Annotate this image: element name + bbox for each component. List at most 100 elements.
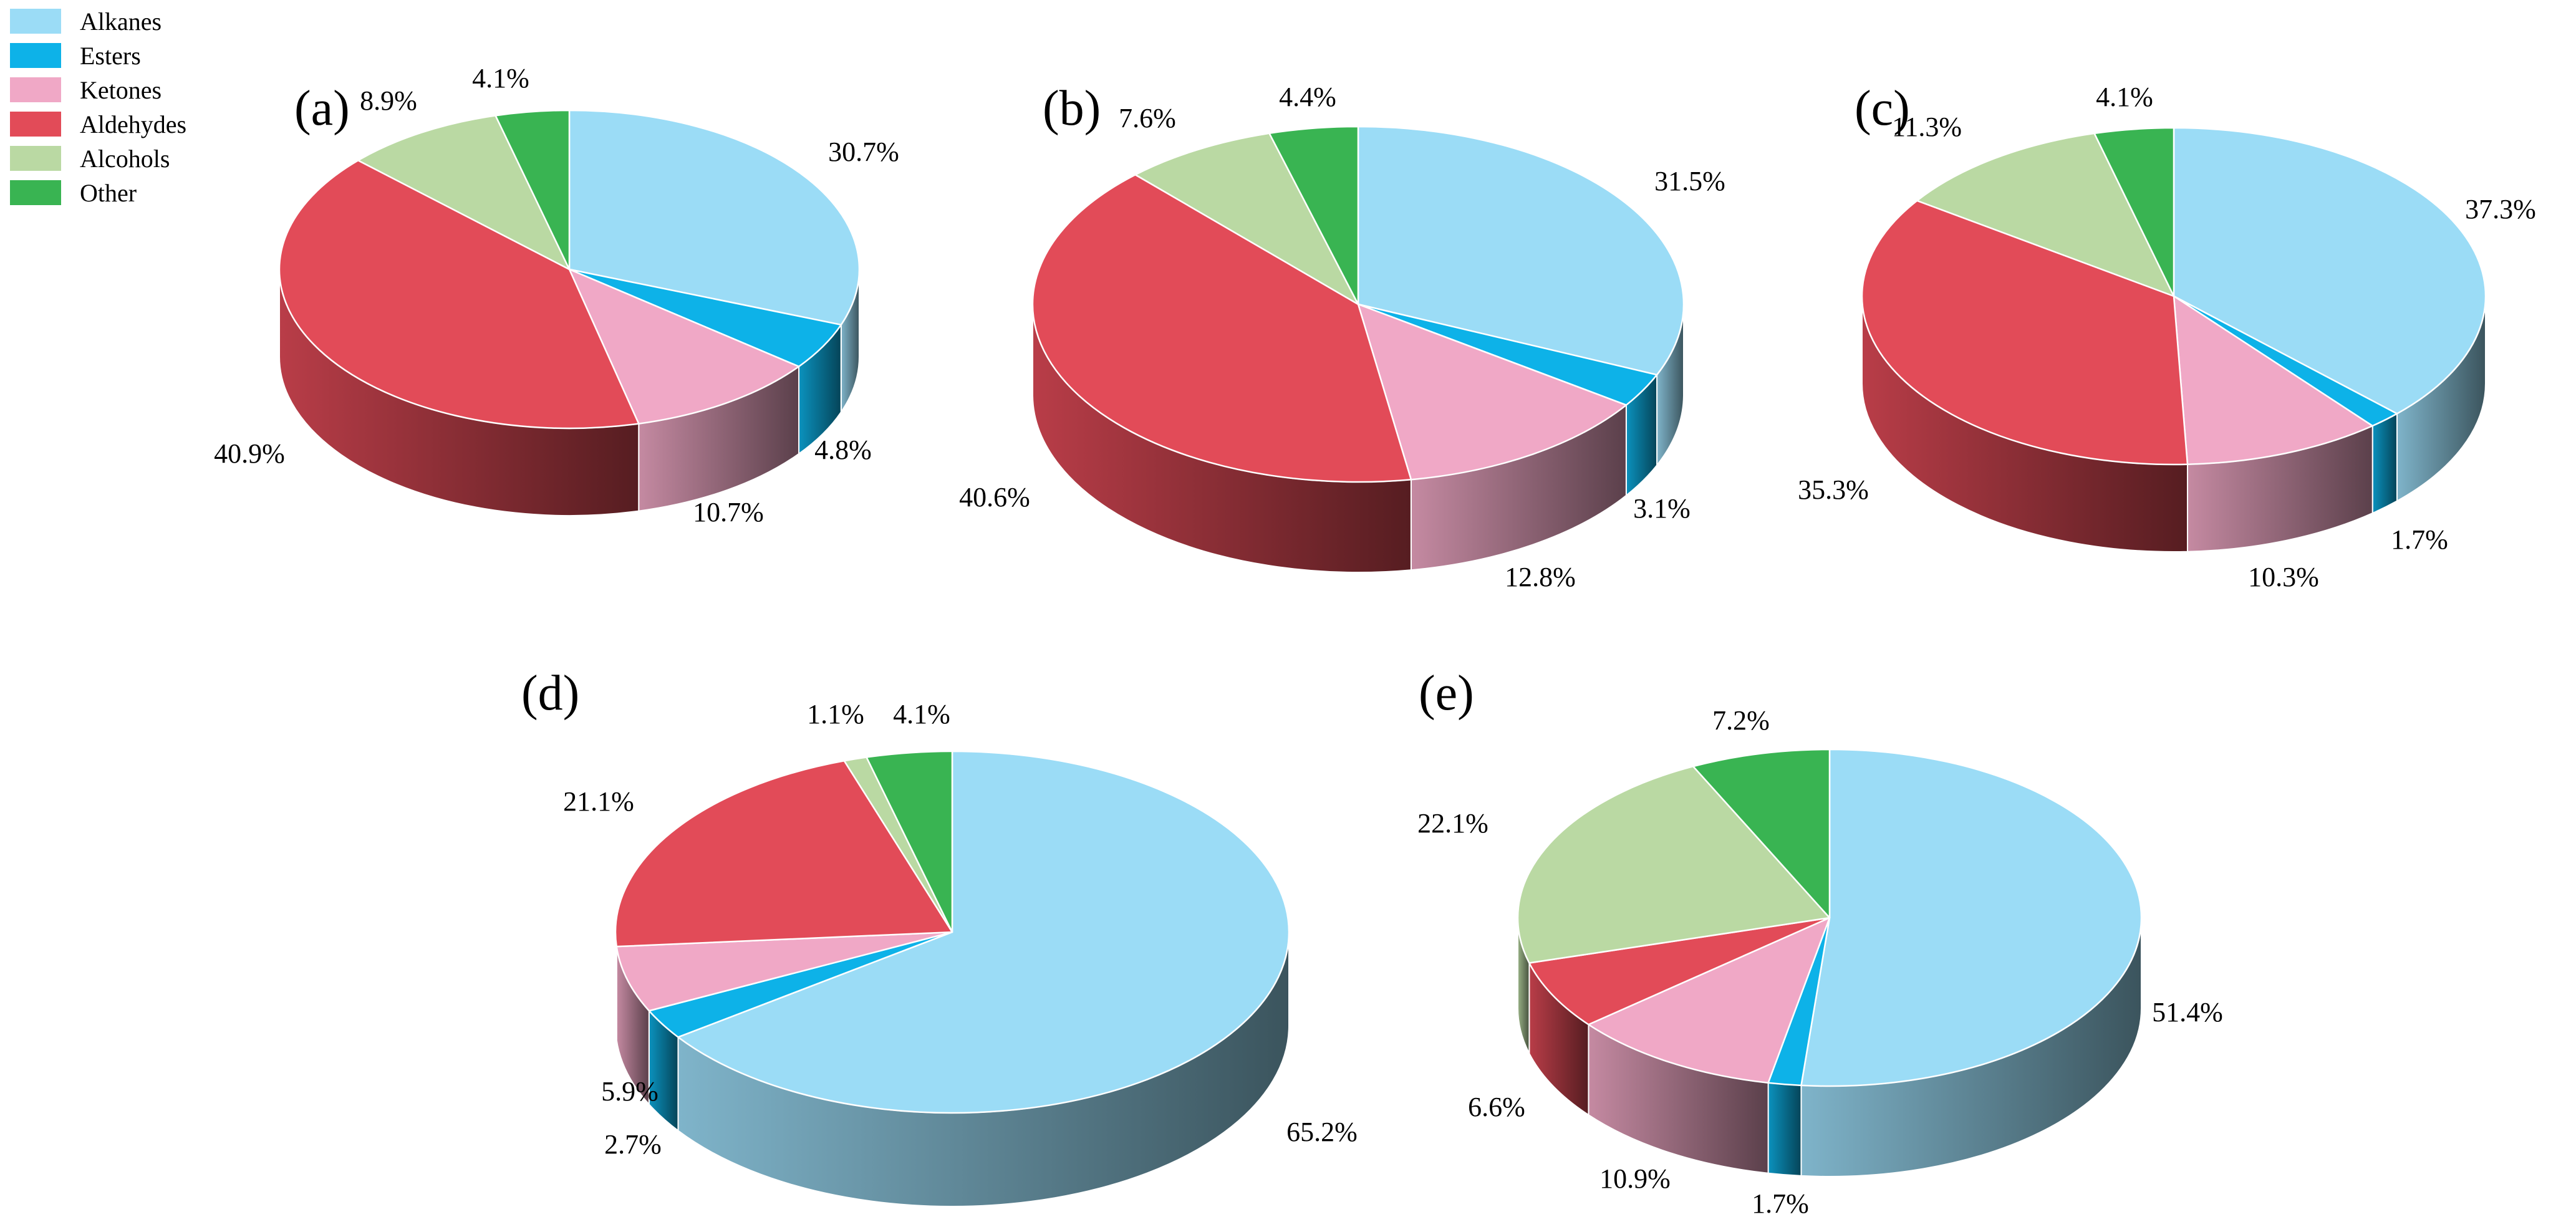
- data-labels: 37.3% 1.7% 10.3% 35.3% 11.3% 4.1%: [1798, 82, 2536, 592]
- pie-slice-alkanes: [2173, 127, 2487, 415]
- legend-item-alkanes: Alkanes: [10, 7, 162, 36]
- pie-slice-aldehydes: [1031, 173, 1412, 483]
- pie-slice-alkanes: [677, 750, 1290, 1114]
- data-label-alkanes: 30.7%: [828, 137, 899, 167]
- pie-slice-alcohols: [1916, 132, 2175, 297]
- pie-slices: [1517, 748, 2143, 1087]
- legend-item-other: Other: [10, 179, 137, 207]
- legend: Alkanes Esters Ketones Aldehydes Alcohols Oth…: [10, 7, 186, 207]
- pie-slice-other: [866, 750, 953, 933]
- pie-panel-1: (a) 30.7% 4.8% 10.7% 40.9% 8.9% 4.1%: [214, 63, 899, 527]
- pie-slices: [614, 750, 1290, 1114]
- data-label-aldehydes: 35.3%: [1798, 474, 1869, 505]
- data-label-aldehydes: 21.1%: [563, 786, 634, 817]
- data-label-alkanes: 65.2%: [1286, 1117, 1358, 1147]
- data-label-alkanes: 37.3%: [2465, 194, 2536, 224]
- legend-item-ketones: Ketones: [10, 76, 162, 104]
- pie-walls: [1517, 917, 2142, 1177]
- legend-swatch-alcohols: [10, 146, 61, 171]
- pie-wall-esters: [2371, 412, 2398, 514]
- data-label-alcohols: 8.9%: [360, 85, 417, 116]
- pie-slice-alcohols: [357, 115, 571, 271]
- legend-label-alcohols: Alcohols: [80, 145, 170, 173]
- pie-slice-alcohols: [1517, 765, 1831, 964]
- data-label-ketones: 10.3%: [2248, 562, 2319, 592]
- data-label-esters: 4.8%: [814, 435, 872, 465]
- pie-panel-5: (e) 51.4% 1.7% 10.9% 6.6% 22.1% 7.2%: [1417, 666, 2223, 1219]
- data-label-alkanes: 31.5%: [1654, 166, 1725, 196]
- data-label-alcohols: 7.6%: [1119, 103, 1176, 133]
- data-label-ketones: 12.8%: [1505, 562, 1576, 592]
- data-label-alcohols: 1.1%: [807, 699, 864, 729]
- legend-label-ketones: Ketones: [80, 76, 162, 104]
- data-label-other: 4.1%: [2096, 82, 2153, 112]
- data-label-esters: 2.7%: [604, 1129, 662, 1160]
- pie-panel-4: (d) 65.2% 2.7% 5.9% 21.1% 1.1% 4.1%: [521, 666, 1358, 1207]
- pie-slice-other: [494, 109, 571, 271]
- data-label-ketones: 5.9%: [601, 1076, 658, 1107]
- pie-panel-3: (c) 37.3% 1.7% 10.3% 35.3% 11.3% 4.1%: [1798, 81, 2536, 592]
- pie-panel-2: (b) 31.5% 3.1% 12.8% 40.6% 7.6% 4.4%: [959, 81, 1725, 592]
- data-label-esters: 1.7%: [1752, 1188, 1809, 1219]
- data-label-aldehydes: 40.9%: [214, 438, 285, 469]
- pie-slice-alcohols: [1134, 132, 1359, 306]
- pie-slice-ketones: [568, 268, 800, 425]
- data-label-alcohols: 11.3%: [1892, 112, 1962, 142]
- pie-walls: [1032, 304, 1684, 573]
- pie-panels: (a) 30.7% 4.8% 10.7% 40.9% 8.9% 4.1% (b) 31.5% 3.…: [214, 63, 2536, 1219]
- data-labels: 51.4% 1.7% 10.9% 6.6% 22.1% 7.2%: [1417, 705, 2223, 1219]
- data-labels: 30.7% 4.8% 10.7% 40.9% 8.9% 4.1%: [214, 63, 899, 527]
- legend-swatch-esters: [10, 43, 61, 68]
- data-label-alcohols: 22.1%: [1417, 808, 1488, 839]
- legend-item-alcohols: Alcohols: [10, 145, 170, 173]
- pie-slices: [1031, 125, 1685, 483]
- pie-walls: [279, 269, 860, 516]
- pie-slice-alkanes: [568, 109, 861, 326]
- panel-label: (b): [1043, 81, 1101, 136]
- data-label-other: 4.4%: [1279, 82, 1336, 112]
- legend-label-other: Other: [80, 179, 137, 207]
- pie-slice-other: [1268, 125, 1359, 306]
- pie-slice-alkanes: [1357, 125, 1685, 376]
- data-label-other: 4.1%: [893, 699, 950, 729]
- pie-slice-alkanes: [1800, 748, 2143, 1087]
- pie-slice-ketones: [615, 931, 953, 1012]
- legend-swatch-aldehydes: [10, 112, 61, 137]
- pie-slice-aldehydes: [614, 760, 953, 948]
- data-label-aldehydes: 6.6%: [1468, 1092, 1525, 1122]
- legend-item-esters: Esters: [10, 42, 141, 70]
- legend-item-aldehydes: Aldehydes: [10, 110, 186, 138]
- panel-label: (c): [1855, 81, 1910, 136]
- legend-label-alkanes: Alkanes: [80, 7, 162, 36]
- legend-swatch-other: [10, 180, 61, 205]
- legend-label-aldehydes: Aldehydes: [80, 110, 186, 138]
- data-label-aldehydes: 40.6%: [959, 482, 1030, 512]
- data-label-esters: 3.1%: [1633, 493, 1691, 524]
- data-label-ketones: 10.9%: [1599, 1163, 1671, 1194]
- data-label-alkanes: 51.4%: [2152, 997, 2223, 1027]
- data-label-other: 7.2%: [1712, 705, 1770, 736]
- legend-swatch-ketones: [10, 77, 61, 102]
- data-label-other: 4.1%: [472, 63, 529, 94]
- pie-slice-ketones: [1357, 303, 1628, 481]
- data-label-esters: 1.7%: [2391, 524, 2448, 555]
- panel-label: (d): [521, 666, 579, 721]
- panel-label: (e): [1419, 666, 1474, 721]
- pie-slice-other: [2093, 127, 2175, 297]
- pie-wall-esters: [1767, 1082, 1802, 1176]
- pie-slice-other: [1692, 748, 1831, 919]
- pie-slice-ketones: [1588, 917, 1831, 1084]
- data-label-ketones: 10.7%: [693, 497, 764, 527]
- pie-slices: [1861, 127, 2487, 466]
- pie-slices: [278, 109, 861, 430]
- legend-swatch-alkanes: [10, 9, 61, 34]
- panel-label: (a): [294, 81, 350, 136]
- pie-slice-ketones: [2173, 295, 2373, 465]
- pie-walls: [1861, 296, 2486, 552]
- pie-slice-aldehydes: [1861, 200, 2189, 466]
- legend-label-esters: Esters: [80, 42, 141, 70]
- pie-slice-aldehydes: [1528, 917, 1831, 1026]
- data-labels: 65.2% 2.7% 5.9% 21.1% 1.1% 4.1%: [563, 699, 1358, 1160]
- data-labels: 31.5% 3.1% 12.8% 40.6% 7.6% 4.4%: [959, 82, 1725, 592]
